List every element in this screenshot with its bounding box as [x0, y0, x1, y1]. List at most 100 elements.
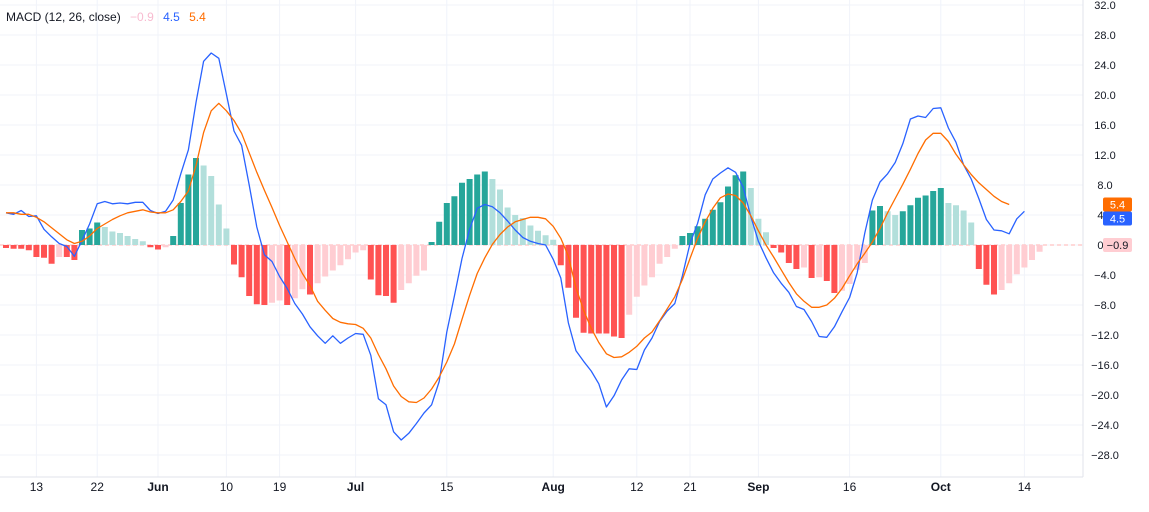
histogram-bar [550, 239, 557, 245]
x-tick-label: 12 [630, 480, 644, 494]
histogram-bar [428, 242, 435, 245]
histogram-bar [983, 245, 990, 285]
histogram-bar [922, 195, 929, 245]
histogram-bar [542, 235, 549, 245]
histogram-bar [785, 245, 792, 263]
histogram-bar [687, 233, 693, 245]
histogram-bar [329, 245, 336, 271]
histogram-bar [1013, 245, 1020, 275]
histogram-bar [1021, 245, 1028, 268]
histogram-bar [694, 226, 701, 245]
x-tick-label: 15 [440, 480, 454, 494]
histogram-bar [527, 225, 534, 245]
histogram-bar [778, 245, 785, 253]
histogram-bar [117, 233, 123, 245]
histogram-bar [436, 221, 443, 245]
histogram-bar [930, 191, 937, 245]
histogram-bar [284, 245, 291, 305]
histogram-bar [557, 245, 564, 266]
histogram-bar [185, 174, 192, 245]
histogram-bar [649, 245, 655, 278]
histogram-bar [975, 245, 982, 269]
histogram-bar [1006, 245, 1013, 284]
histogram-bar [854, 245, 861, 270]
histogram-bar [877, 206, 883, 245]
macd-line [5, 52, 1025, 441]
last-value-tags: 5.4 4.5 −0.9 [1103, 197, 1132, 252]
histogram-bar [56, 245, 63, 257]
histogram-bar [565, 245, 572, 288]
histogram-bar [702, 218, 709, 245]
x-tick-label: Jun [147, 480, 168, 494]
histogram-series [3, 158, 1043, 338]
y-tick-label: 32.0 [1094, 0, 1115, 12]
histogram-bar [322, 245, 329, 277]
last-value-tag-histogram: −0.9 [1103, 238, 1132, 252]
legend-histogram-value: −0.9 [130, 10, 154, 24]
histogram-bar [953, 205, 959, 245]
histogram-bar [459, 182, 465, 245]
histogram-bar [960, 210, 967, 245]
histogram-bar [656, 245, 663, 264]
histogram-bar [208, 176, 215, 245]
histogram-bar [1036, 245, 1043, 252]
histogram-bar [367, 245, 374, 280]
histogram-bar [793, 245, 800, 269]
histogram-bar [998, 245, 1005, 290]
histogram-bar [816, 245, 823, 278]
y-tick-label: −16.0 [1091, 360, 1119, 372]
histogram-bar [124, 236, 131, 245]
axes: 32.028.024.020.016.012.08.04.00.0−4.0−8.… [0, 0, 1119, 494]
indicator-label[interactable]: MACD (12, 26, close) [6, 10, 121, 24]
histogram-bar [740, 171, 747, 245]
histogram-bar [3, 245, 9, 248]
histogram-bar [770, 245, 777, 248]
histogram-bar [276, 245, 283, 301]
histogram-bar [101, 227, 108, 245]
x-tick-label: 19 [273, 480, 287, 494]
legend-macd-value: 4.5 [163, 10, 180, 24]
histogram-bar [595, 245, 602, 334]
histogram-bar [808, 245, 815, 278]
y-tick-label: 8.0 [1097, 180, 1112, 192]
histogram-bar [846, 245, 853, 284]
histogram-bar [193, 158, 199, 245]
svg-text:−0.9: −0.9 [1107, 240, 1129, 252]
histogram-bar [823, 245, 830, 281]
y-tick-label: 20.0 [1094, 90, 1115, 102]
y-tick-label: 24.0 [1094, 60, 1115, 72]
x-tick-label: 10 [220, 480, 234, 494]
histogram-bar [200, 165, 207, 245]
histogram-bar [884, 211, 891, 245]
histogram-bar [899, 211, 906, 245]
histogram-bar [907, 205, 914, 245]
y-tick-label: −12.0 [1091, 330, 1119, 342]
y-tick-label: 12.0 [1094, 150, 1115, 162]
histogram-bar [147, 245, 154, 248]
histogram-bar [763, 232, 769, 245]
last-value-tag-macd: 4.5 [1103, 211, 1132, 226]
histogram-bar [443, 203, 450, 245]
indicator-legend[interactable]: MACD (12, 26, close) −0.9 4.5 5.4 [6, 10, 212, 24]
histogram-bar [1029, 245, 1035, 260]
histogram-bar [588, 245, 595, 334]
histogram-bar [261, 245, 268, 305]
histogram-bar [231, 245, 237, 265]
x-tick-label: 16 [843, 480, 857, 494]
histogram-bar [25, 245, 32, 251]
y-tick-label: −8.0 [1094, 300, 1116, 312]
histogram-bar [633, 245, 640, 297]
histogram-bar [725, 186, 731, 245]
histogram-bar [398, 245, 405, 290]
histogram-bar [215, 204, 222, 245]
grid [0, 0, 1083, 477]
histogram-bar [892, 215, 899, 245]
line-series [5, 52, 1025, 441]
histogram-bar [801, 245, 807, 268]
x-tick-label: 21 [683, 480, 697, 494]
histogram-bar [732, 175, 739, 245]
histogram-bar [94, 222, 101, 245]
histogram-bar [177, 203, 184, 245]
